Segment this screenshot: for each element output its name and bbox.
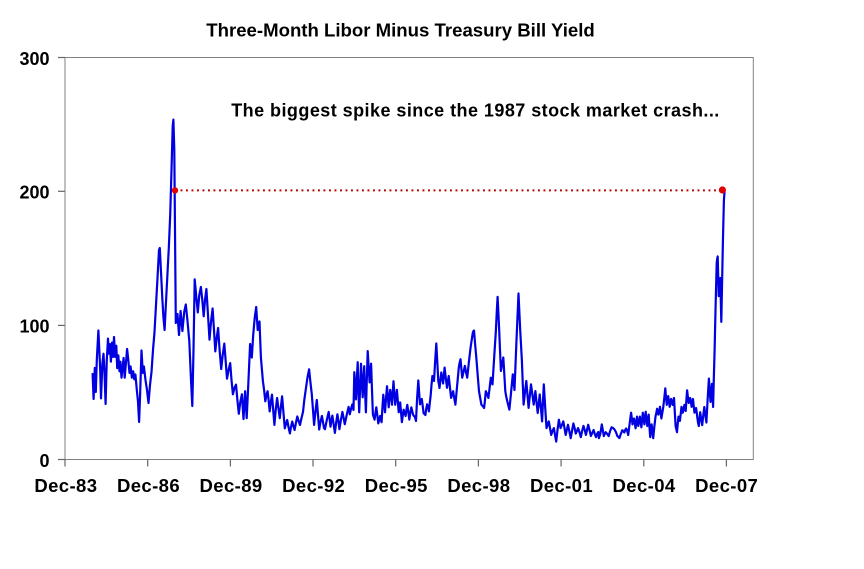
svg-text:Dec-92: Dec-92 — [282, 475, 345, 496]
svg-text:200: 200 — [19, 183, 49, 203]
svg-text:Dec-89: Dec-89 — [200, 475, 263, 496]
svg-text:Dec-95: Dec-95 — [365, 475, 428, 496]
svg-text:300: 300 — [19, 49, 49, 69]
svg-text:Dec-04: Dec-04 — [613, 475, 676, 496]
svg-text:Dec-01: Dec-01 — [530, 475, 593, 496]
svg-text:Dec-83: Dec-83 — [34, 475, 97, 496]
svg-text:The biggest spike since the 19: The biggest spike since the 1987 stock m… — [231, 101, 720, 121]
svg-text:Dec-07: Dec-07 — [695, 475, 758, 496]
svg-text:0: 0 — [39, 451, 49, 471]
svg-text:Dec-98: Dec-98 — [447, 475, 510, 496]
svg-text:Dec-86: Dec-86 — [117, 475, 180, 496]
svg-text:Three-Month Libor Minus Treasu: Three-Month Libor Minus Treasury Bill Yi… — [206, 20, 594, 41]
svg-text:100: 100 — [19, 317, 49, 337]
